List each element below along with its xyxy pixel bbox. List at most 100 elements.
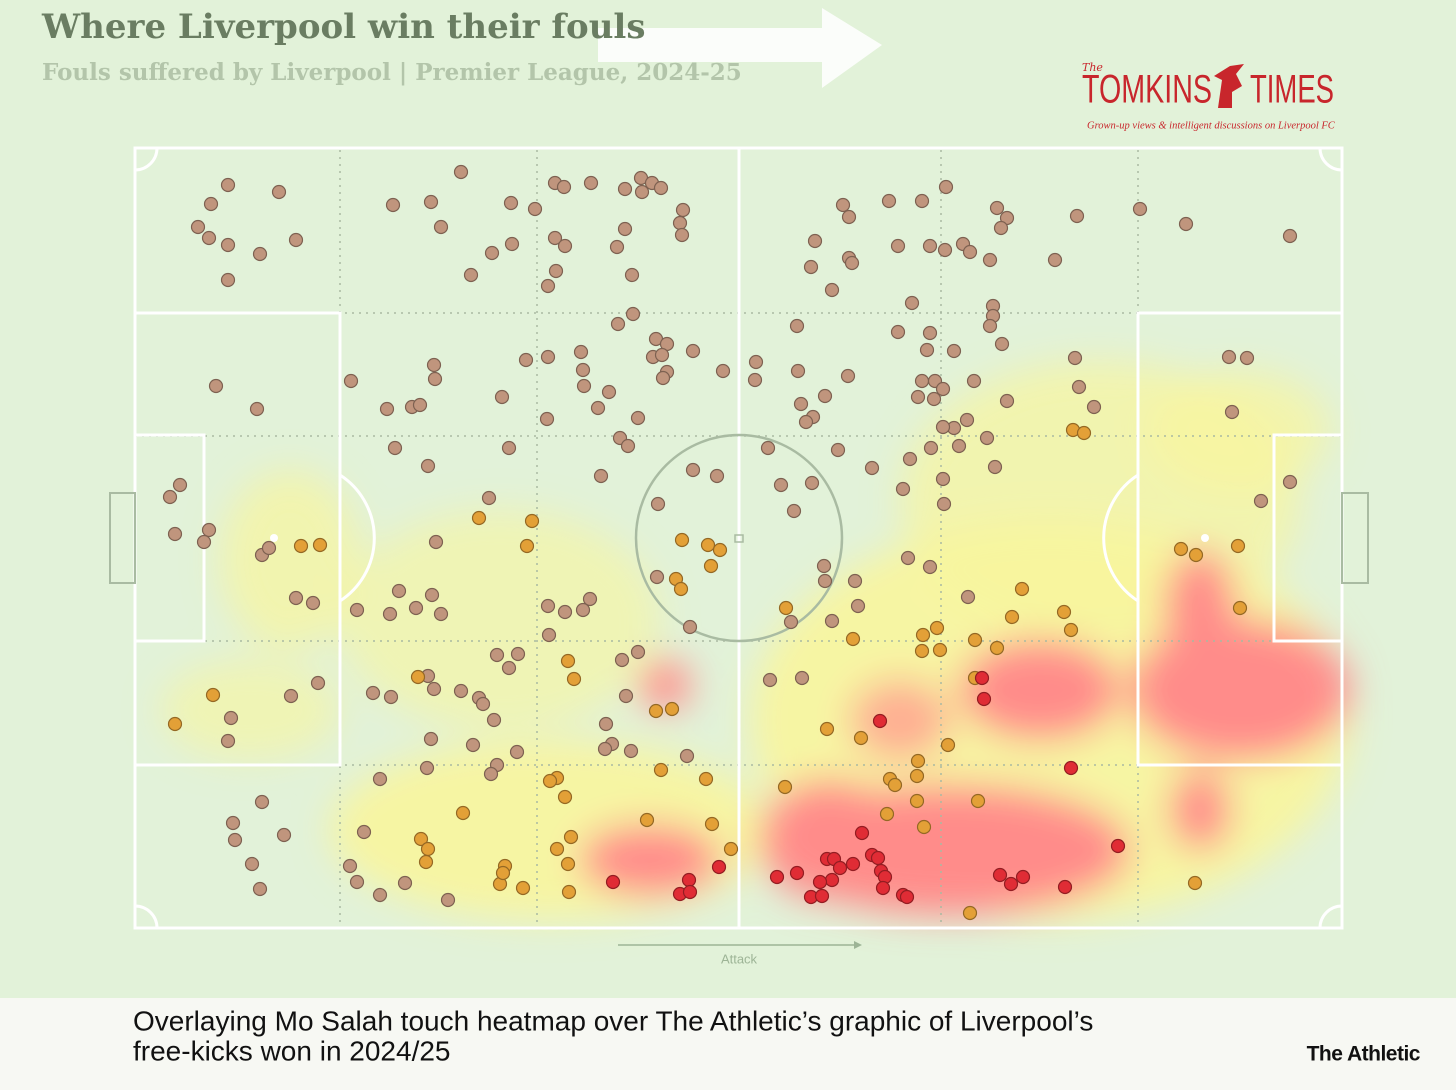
foul-point — [220, 272, 236, 288]
foul-point — [940, 737, 956, 753]
foul-point — [959, 412, 975, 428]
foul-point — [648, 703, 664, 719]
chart-title: Where Liverpool win their fouls — [41, 7, 645, 47]
foul-point — [547, 230, 563, 246]
foul-point — [992, 867, 1008, 883]
foul-point — [542, 773, 558, 789]
foul-point — [807, 233, 823, 249]
foul-point — [617, 221, 633, 237]
foul-point — [812, 874, 828, 890]
foul-point — [895, 481, 911, 497]
foul-point — [509, 744, 525, 760]
logo-left: TOMKINS — [1082, 68, 1212, 112]
foul-point — [712, 542, 728, 558]
foul-point — [819, 721, 835, 737]
foul-point — [433, 606, 449, 622]
foul-point — [967, 632, 983, 648]
logo-tagline: Grown-up views & intelligent discussions… — [1087, 120, 1336, 131]
foul-point — [453, 683, 469, 699]
foul-point — [427, 371, 443, 387]
foul-point — [563, 829, 579, 845]
foul-point — [590, 400, 606, 416]
foul-point — [196, 534, 212, 550]
foul-point — [709, 468, 725, 484]
foul-point — [593, 468, 609, 484]
foul-point — [937, 242, 953, 258]
foul-point — [832, 860, 848, 876]
foul-point — [1015, 869, 1031, 885]
foul-point — [519, 538, 535, 554]
logo-bird — [1214, 64, 1244, 108]
foul-point — [976, 691, 992, 707]
foul-point — [1003, 876, 1019, 892]
foul-point — [814, 888, 830, 904]
foul-point — [999, 393, 1015, 409]
credit: The Athletic — [1307, 1043, 1421, 1066]
foul-point — [1063, 622, 1079, 638]
foul-point — [465, 737, 481, 753]
foul-point — [783, 614, 799, 630]
foul-point — [935, 381, 951, 397]
foul-point — [310, 675, 326, 691]
foul-point — [664, 701, 680, 717]
foul-point — [254, 794, 270, 810]
foul-point — [614, 652, 630, 668]
foul-point — [617, 181, 633, 197]
foul-point — [650, 496, 666, 512]
foul-point — [220, 733, 236, 749]
foul-point — [824, 613, 840, 629]
foul-point — [970, 793, 986, 809]
caption-line: Overlaying Mo Salah touch heatmap over T… — [133, 1005, 1093, 1036]
foul-point — [685, 343, 701, 359]
foul-point — [902, 451, 918, 467]
foul-point — [700, 537, 716, 553]
foul-point — [501, 660, 517, 676]
foul-point — [962, 905, 978, 921]
foul-point — [854, 825, 870, 841]
foul-point — [786, 503, 802, 519]
foul-point — [408, 600, 424, 616]
foul-point — [979, 430, 995, 446]
foul-point — [365, 685, 381, 701]
foul-point — [909, 768, 925, 784]
foul-point — [1076, 425, 1092, 441]
foul-point — [850, 598, 866, 614]
foul-point — [994, 336, 1010, 352]
foul-point — [881, 193, 897, 209]
foul-point — [653, 762, 669, 778]
foul-point — [932, 642, 948, 658]
foul-point — [789, 865, 805, 881]
foul-point — [426, 357, 442, 373]
foul-point — [208, 378, 224, 394]
foul-point — [601, 384, 617, 400]
foul-point — [540, 598, 556, 614]
foul-point — [276, 827, 292, 843]
foul-point — [910, 753, 926, 769]
foul-point — [1086, 399, 1102, 415]
foul-point — [412, 397, 428, 413]
foul-point — [915, 627, 931, 643]
foul-point — [935, 419, 951, 435]
foul-point — [845, 631, 861, 647]
foul-point — [560, 653, 576, 669]
foul-point — [1282, 474, 1298, 490]
foul-point — [225, 815, 241, 831]
foul-point — [305, 595, 321, 611]
foul-point — [1047, 252, 1063, 268]
foul-point — [847, 573, 863, 589]
foul-point — [1132, 201, 1148, 217]
foul-point — [922, 238, 938, 254]
foul-point — [914, 643, 930, 659]
foul-point — [1239, 350, 1255, 366]
foul-point — [397, 875, 413, 891]
foul-point — [1063, 760, 1079, 776]
foul-point — [845, 856, 861, 872]
foul-point — [870, 850, 886, 866]
foul-point — [929, 620, 945, 636]
foul-point — [673, 581, 689, 597]
foul-point — [288, 232, 304, 248]
foul-point — [343, 373, 359, 389]
foul-point — [252, 881, 268, 897]
foul-point — [989, 200, 1005, 216]
